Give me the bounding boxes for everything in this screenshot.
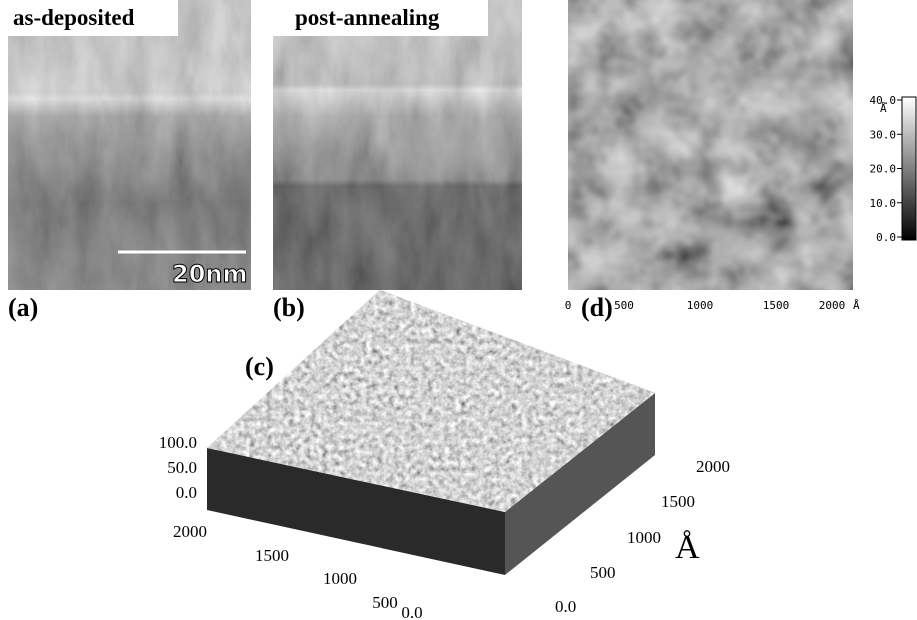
panel-b: post-annealing (b) — [273, 0, 522, 322]
panel-title: as-deposited — [13, 5, 135, 30]
panel-c: (c) 100.050.00.02000150010005000.0200015… — [159, 285, 730, 620]
left-tick-label: 500 — [372, 593, 398, 612]
right-tick-label: 500 — [590, 563, 616, 582]
x-tick-label: 1000 — [687, 299, 714, 312]
x-tick-label: 1500 — [763, 299, 790, 312]
z-tick-label: 50.0 — [167, 458, 197, 477]
x-tick-label: 0 — [565, 299, 572, 312]
panel-label: (a) — [8, 293, 38, 322]
colorbar — [902, 97, 916, 240]
x-tick-label: 2000 — [819, 299, 846, 312]
tem-texture — [8, 0, 251, 290]
x-tick-label: 500 — [614, 299, 634, 312]
axis-unit: Å — [675, 529, 700, 566]
colorbar-tick-label: 0.0 — [876, 231, 896, 244]
right-tick-label: 0.0 — [555, 597, 576, 616]
right-tick-label: 1000 — [627, 528, 661, 547]
panel-label: (b) — [273, 293, 305, 322]
panel-title: post-annealing — [295, 5, 440, 30]
scale-bar-label: 20nm — [172, 260, 248, 288]
figure: as-deposited 20nm (a) post-annealing (b)… — [0, 0, 917, 620]
left-tick-label: 2000 — [173, 522, 207, 541]
left-tick-label: 1000 — [323, 569, 357, 588]
right-tick-label: 2000 — [696, 457, 730, 476]
colorbar-tick-label: 10.0 — [870, 197, 897, 210]
colorbar-tick-label: 40.0 — [870, 94, 897, 107]
left-tick-label: 0.0 — [401, 603, 422, 620]
colorbar-tick-label: 30.0 — [870, 128, 897, 141]
x-unit: Å — [853, 299, 860, 312]
panel-label: (d) — [581, 293, 613, 322]
panel-a: as-deposited 20nm (a) — [8, 0, 251, 322]
z-tick-label: 0.0 — [176, 483, 197, 502]
left-tick-label: 1500 — [255, 546, 289, 565]
colorbar-tick-label: 20.0 — [870, 163, 897, 176]
tem-texture — [273, 0, 522, 290]
afm-texture — [568, 0, 853, 290]
z-tick-label: 100.0 — [159, 433, 197, 452]
right-tick-label: 1500 — [661, 492, 695, 511]
panel-label: (c) — [245, 352, 274, 381]
